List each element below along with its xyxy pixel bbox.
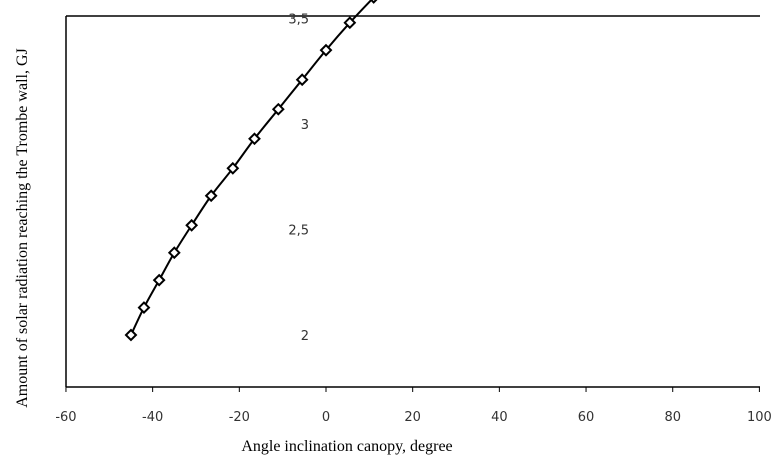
data-point	[185, 218, 199, 232]
data-point	[319, 43, 333, 57]
x-tick-label: -60	[55, 410, 76, 425]
x-tick-label: 100	[747, 410, 772, 425]
y-tick-label: 2	[301, 329, 309, 344]
x-tick-label: 60	[578, 410, 595, 425]
data-point	[343, 16, 357, 30]
x-tick-label: 20	[404, 410, 421, 425]
data-point	[226, 161, 240, 175]
data-point	[137, 301, 151, 314]
x-axis-title: Angle inclination canopy, degree	[241, 438, 452, 455]
y-axis-ticks: 22,533,544,5	[288, 13, 309, 345]
y-tick-label: 3,5	[288, 13, 309, 28]
x-axis-ticks: -60 -40 -20 0 20 40 60 80 100	[55, 387, 772, 425]
series-line	[130, 0, 373, 336]
x-tick-label: 0	[322, 410, 330, 425]
x-tick-label: 40	[491, 410, 508, 425]
data-point	[295, 73, 309, 87]
x-tick-label: 80	[664, 410, 681, 425]
x-tick-label: -20	[229, 410, 250, 425]
data-point-markers	[124, 0, 378, 342]
data-point	[152, 273, 166, 287]
data-point	[167, 246, 181, 260]
data-point	[271, 102, 285, 116]
data-point	[124, 328, 138, 342]
y-tick-label: 3	[301, 118, 309, 133]
y-tick-label: 2,5	[288, 224, 309, 239]
data-point	[204, 189, 218, 203]
x-tick-label: -40	[142, 410, 163, 425]
y-axis-title: Amount of solar radiation reaching the T…	[14, 48, 31, 408]
data-point	[248, 132, 261, 146]
data-point	[369, 0, 378, 4]
